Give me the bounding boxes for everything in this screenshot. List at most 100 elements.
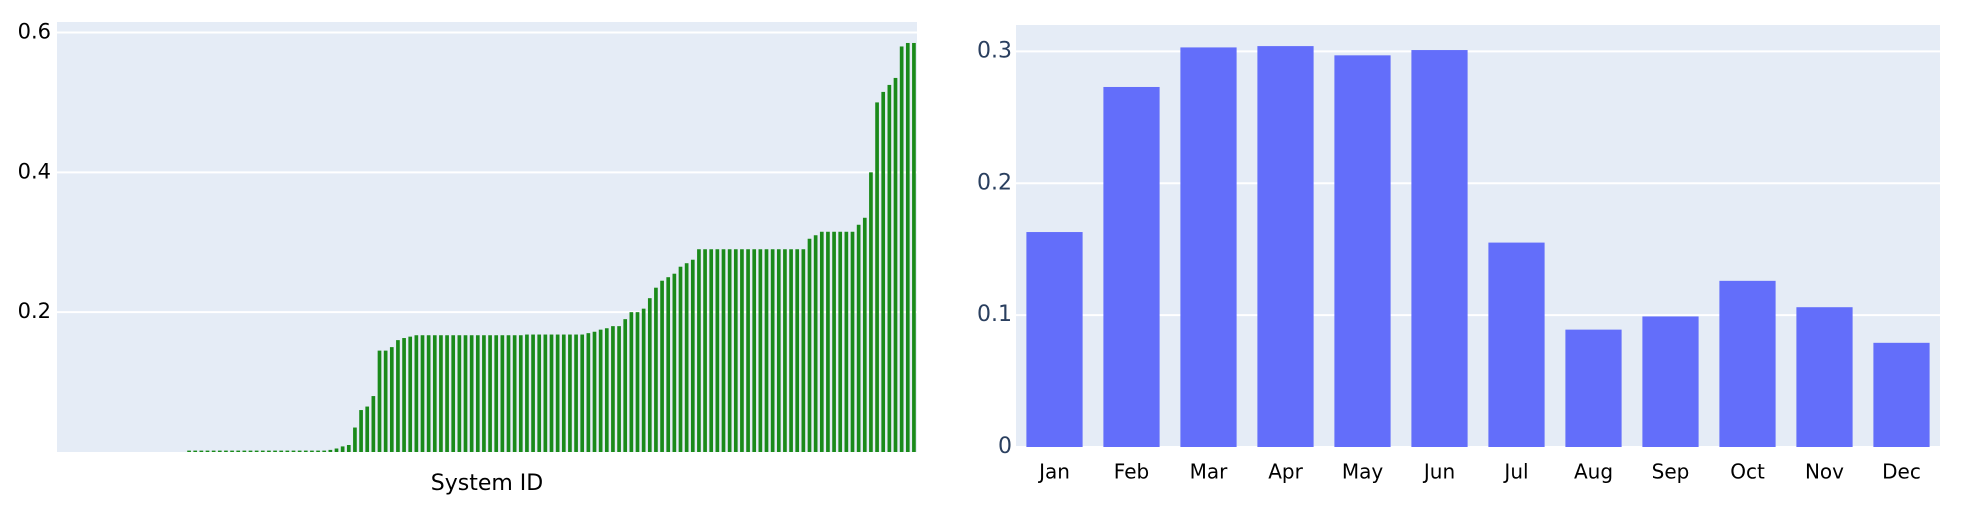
bar <box>875 102 879 453</box>
x-tick-label: Nov <box>1805 460 1844 484</box>
bar <box>617 326 621 452</box>
bar <box>604 328 609 452</box>
bar <box>549 334 554 452</box>
bar <box>512 335 517 452</box>
bar <box>494 335 499 452</box>
bar <box>826 231 830 452</box>
y-tick-label: 0.2 <box>18 299 51 323</box>
bar <box>322 450 327 452</box>
bar <box>672 273 677 452</box>
bar <box>396 340 400 452</box>
bar <box>733 249 738 452</box>
bar <box>273 450 277 452</box>
bar <box>420 335 425 452</box>
bar <box>224 450 228 452</box>
bar <box>414 335 419 452</box>
bar <box>1873 342 1930 447</box>
bar <box>525 334 529 452</box>
x-tick-label: Feb <box>1114 460 1149 484</box>
bar <box>586 333 591 452</box>
y-tick-label: 0.3 <box>977 38 1012 63</box>
bar <box>869 172 873 453</box>
x-tick-label: Jan <box>1037 460 1070 484</box>
bar <box>402 338 406 452</box>
bar <box>758 249 763 452</box>
bar <box>291 450 296 452</box>
x-tick-label: Jul <box>1502 460 1528 484</box>
bar <box>506 335 511 452</box>
bar <box>721 249 726 452</box>
bar <box>789 249 793 452</box>
bar <box>531 334 535 452</box>
y-tick-label: 0.2 <box>977 170 1012 195</box>
bar <box>211 450 216 452</box>
bar <box>770 249 775 452</box>
bar <box>881 91 886 452</box>
bar <box>715 249 720 452</box>
bar <box>832 231 836 452</box>
x-tick-label: Oct <box>1730 460 1765 484</box>
bar <box>635 312 640 452</box>
bar <box>217 450 222 452</box>
bar <box>1026 232 1083 447</box>
bar <box>445 335 449 452</box>
bar <box>629 312 634 452</box>
bar <box>537 334 542 452</box>
bar <box>193 450 198 452</box>
bar <box>426 335 431 452</box>
bar <box>248 450 253 452</box>
bar <box>518 335 523 452</box>
bar <box>647 298 652 452</box>
bar <box>912 42 916 452</box>
bar <box>678 266 683 452</box>
bar <box>838 231 843 452</box>
bar <box>1103 86 1160 447</box>
bar <box>1180 47 1237 447</box>
bar <box>746 249 750 452</box>
bar <box>205 450 210 452</box>
bar <box>377 350 382 452</box>
bar <box>254 450 259 452</box>
bar <box>543 334 548 452</box>
bar <box>807 238 812 452</box>
bar <box>242 450 247 452</box>
bar <box>697 249 701 452</box>
bar <box>801 249 806 452</box>
bar <box>660 280 664 452</box>
x-tick-label: Jun <box>1422 460 1455 484</box>
plot-background <box>1016 25 1940 447</box>
bar <box>316 450 320 452</box>
bar <box>371 396 376 452</box>
bar <box>408 336 413 452</box>
bar <box>850 231 855 452</box>
bar <box>899 46 904 452</box>
bar <box>555 334 560 452</box>
bar <box>365 406 370 452</box>
x-tick-label: Aug <box>1574 460 1613 484</box>
bar <box>623 319 628 452</box>
bar <box>488 335 492 452</box>
bar <box>568 334 572 452</box>
bar <box>285 450 290 452</box>
bar <box>469 335 474 452</box>
bar <box>482 335 486 452</box>
bar <box>340 446 345 452</box>
bar <box>310 450 314 452</box>
bar <box>346 445 351 452</box>
bar <box>783 249 787 452</box>
bar <box>297 450 302 452</box>
bar <box>334 448 339 452</box>
bar <box>654 287 658 452</box>
bar <box>776 249 781 452</box>
bar <box>500 335 505 452</box>
plot-background <box>57 22 917 452</box>
bar <box>389 347 394 452</box>
bar <box>353 427 357 452</box>
bar <box>580 334 585 452</box>
x-tick-label: Sep <box>1652 460 1690 484</box>
bar <box>611 326 615 452</box>
bar <box>709 249 714 452</box>
bar <box>267 450 271 452</box>
bar <box>439 335 443 452</box>
